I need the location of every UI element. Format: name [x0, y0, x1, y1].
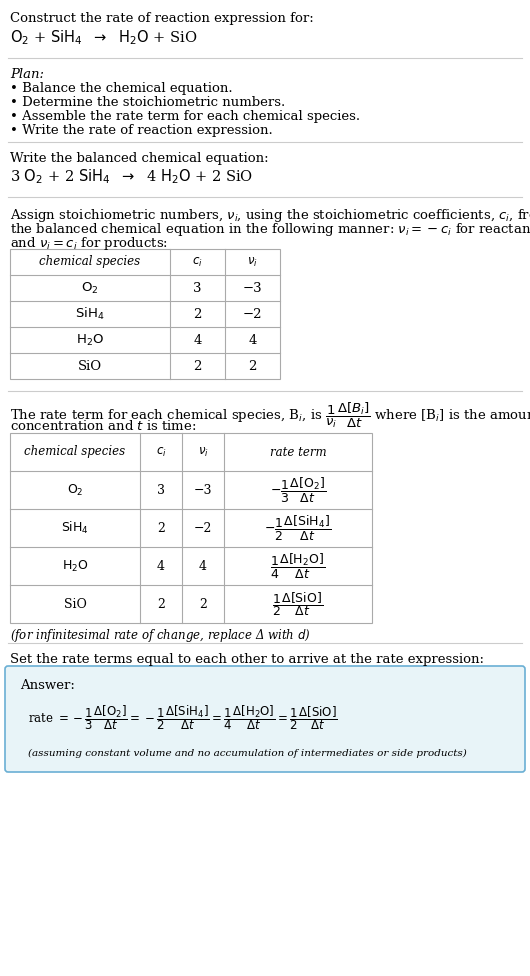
Text: $\mathrm{H_2O}$: $\mathrm{H_2O}$: [61, 558, 89, 574]
Text: $c_i$: $c_i$: [156, 445, 166, 459]
Text: $\nu_i$: $\nu_i$: [198, 445, 208, 459]
Bar: [10, 249, 280, 379]
Text: 4: 4: [193, 334, 202, 346]
Text: 2: 2: [199, 597, 207, 611]
Text: concentration and $t$ is time:: concentration and $t$ is time:: [10, 419, 197, 433]
Text: Set the rate terms equal to each other to arrive at the rate expression:: Set the rate terms equal to each other t…: [10, 653, 484, 666]
Text: $\dfrac{1}{4}\dfrac{\Delta[\mathrm{H_2O}]}{\Delta t}$: $\dfrac{1}{4}\dfrac{\Delta[\mathrm{H_2O}…: [270, 551, 325, 581]
Text: $\mathrm{SiH_4}$: $\mathrm{SiH_4}$: [61, 520, 89, 536]
Text: 2: 2: [249, 359, 257, 373]
Text: 2: 2: [157, 521, 165, 535]
Text: Assign stoichiometric numbers, $\nu_i$, using the stoichiometric coefficients, $: Assign stoichiometric numbers, $\nu_i$, …: [10, 207, 530, 224]
Text: 3: 3: [193, 281, 202, 295]
Text: the balanced chemical equation in the following manner: $\nu_i = -c_i$ for react: the balanced chemical equation in the fo…: [10, 221, 530, 238]
Text: chemical species: chemical species: [39, 256, 140, 268]
Bar: [10, 433, 372, 623]
Text: • Balance the chemical equation.: • Balance the chemical equation.: [10, 82, 233, 95]
Text: $c_i$: $c_i$: [192, 256, 203, 268]
Text: (for infinitesimal rate of change, replace Δ with $d$): (for infinitesimal rate of change, repla…: [10, 627, 311, 644]
Text: rate $= -\dfrac{1}{3}\dfrac{\Delta[\mathrm{O_2}]}{\Delta t} = -\dfrac{1}{2}\dfra: rate $= -\dfrac{1}{3}\dfrac{\Delta[\math…: [28, 703, 338, 732]
Text: 4: 4: [249, 334, 257, 346]
Text: $-\dfrac{1}{2}\dfrac{\Delta[\mathrm{SiH_4}]}{\Delta t}$: $-\dfrac{1}{2}\dfrac{\Delta[\mathrm{SiH_…: [264, 513, 332, 543]
Text: 3: 3: [157, 483, 165, 497]
Text: 3 $\mathrm{O_2}$ + 2 $\mathrm{SiH_4}$  $\rightarrow$  4 $\mathrm{H_2O}$ + 2 SiO: 3 $\mathrm{O_2}$ + 2 $\mathrm{SiH_4}$ $\…: [10, 167, 253, 185]
Text: $\dfrac{1}{2}\dfrac{\Delta[\mathrm{SiO}]}{\Delta t}$: $\dfrac{1}{2}\dfrac{\Delta[\mathrm{SiO}]…: [272, 590, 323, 618]
Text: • Write the rate of reaction expression.: • Write the rate of reaction expression.: [10, 124, 273, 137]
Text: $\mathrm{O_2}$ + $\mathrm{SiH_4}$  $\rightarrow$  $\mathrm{H_2O}$ + SiO: $\mathrm{O_2}$ + $\mathrm{SiH_4}$ $\righ…: [10, 28, 197, 47]
Text: SiO: SiO: [64, 597, 86, 611]
Text: −3: −3: [243, 281, 262, 295]
Text: $\mathrm{O_2}$: $\mathrm{O_2}$: [67, 482, 83, 498]
Text: $-\dfrac{1}{3}\dfrac{\Delta[\mathrm{O_2}]}{\Delta t}$: $-\dfrac{1}{3}\dfrac{\Delta[\mathrm{O_2}…: [270, 475, 326, 505]
Text: 4: 4: [157, 559, 165, 573]
Text: $\mathrm{H_2O}$: $\mathrm{H_2O}$: [76, 333, 104, 347]
Text: Write the balanced chemical equation:: Write the balanced chemical equation:: [10, 152, 269, 165]
Text: chemical species: chemical species: [24, 445, 126, 459]
Text: 2: 2: [193, 359, 202, 373]
Text: −2: −2: [194, 521, 212, 535]
Text: 4: 4: [199, 559, 207, 573]
FancyBboxPatch shape: [5, 666, 525, 772]
Text: Plan:: Plan:: [10, 68, 44, 81]
Text: Construct the rate of reaction expression for:: Construct the rate of reaction expressio…: [10, 12, 314, 25]
Text: SiO: SiO: [78, 359, 102, 373]
Text: (assuming constant volume and no accumulation of intermediates or side products): (assuming constant volume and no accumul…: [28, 749, 467, 758]
Text: 2: 2: [157, 597, 165, 611]
Text: • Determine the stoichiometric numbers.: • Determine the stoichiometric numbers.: [10, 96, 285, 109]
Text: and $\nu_i = c_i$ for products:: and $\nu_i = c_i$ for products:: [10, 235, 168, 252]
Text: $\mathrm{O_2}$: $\mathrm{O_2}$: [81, 280, 99, 296]
Text: Answer:: Answer:: [20, 679, 75, 692]
Text: rate term: rate term: [270, 445, 326, 459]
Text: • Assemble the rate term for each chemical species.: • Assemble the rate term for each chemic…: [10, 110, 360, 123]
Text: −2: −2: [243, 307, 262, 320]
Text: −3: −3: [194, 483, 212, 497]
Text: $\nu_i$: $\nu_i$: [247, 256, 258, 268]
Text: The rate term for each chemical species, B$_i$, is $\dfrac{1}{\nu_i}\dfrac{\Delt: The rate term for each chemical species,…: [10, 401, 530, 430]
Text: 2: 2: [193, 307, 202, 320]
Text: $\mathrm{SiH_4}$: $\mathrm{SiH_4}$: [75, 305, 105, 322]
